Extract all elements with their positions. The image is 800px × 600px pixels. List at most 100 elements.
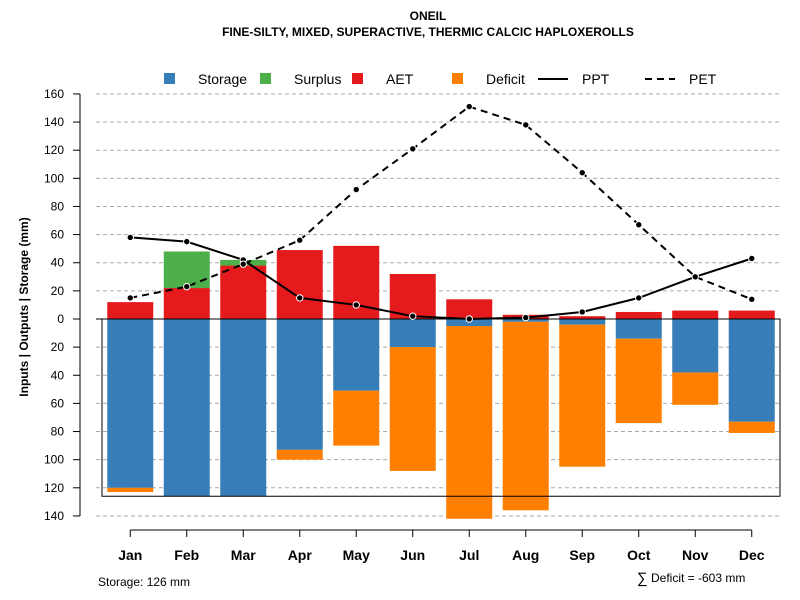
y-tick-label: 120 [44,481,64,495]
legend-swatch-aet [352,73,363,84]
storage-note: Storage: 126 mm [98,575,190,589]
deficit-bar [615,338,662,424]
legend-label-surplus: Surplus [294,71,341,87]
pet-point [183,282,191,291]
pet-line [130,105,753,301]
grid-lines [96,93,780,517]
legend-swatch-deficit [452,73,463,84]
x-tick-label: Feb [174,547,199,563]
storage-bar [220,319,267,497]
aet-bar [615,311,662,319]
storage-capacity-frame [96,318,781,497]
aet-bar [389,273,436,319]
x-tick-label: Dec [739,547,765,563]
y-tick-label: 100 [44,171,64,185]
pet-point [352,185,360,194]
pet-point [239,260,247,268]
y-tick-label: 140 [44,115,64,129]
ppt-point [183,237,191,246]
aet-bar [446,299,493,319]
y-tick-label: 20 [51,284,65,298]
aet-bar [728,310,775,319]
deficit-note: Deficit = -603 mm [651,571,745,585]
deficit-bar [276,449,323,460]
y-tick-label: 60 [51,228,65,242]
surplus-bar [163,251,210,289]
storage-bar [163,319,210,497]
ppt-point [296,294,304,302]
storage-bar [276,319,323,450]
aet-bar [107,302,154,319]
aet-bar [163,288,210,319]
deficit-bar [728,421,775,433]
aet-bar [672,310,719,319]
x-tick-label: Nov [682,547,709,563]
pet-point [465,102,473,111]
storage-bar [559,319,606,325]
chart-subtitle: FINE-SILTY, MIXED, SUPERACTIVE, THERMIC … [222,25,634,39]
pet-point [691,273,699,281]
y-axis: 160 140 120 100 80 60 40 20 0 20 40 60 80 100 120 140 [44,87,81,523]
x-tick-label: Aug [512,547,539,563]
x-tick-label: Mar [231,547,256,563]
aet-bar [559,316,606,319]
deficit-bar [559,324,606,467]
pet-point [296,236,304,244]
y-tick-label: 80 [51,425,65,439]
ppt-point [465,315,473,323]
deficit-bar [107,487,154,493]
y-tick-label: 60 [51,396,65,410]
legend-label-deficit: Deficit [486,71,525,87]
x-tick-label: May [343,547,370,563]
y-tick-label: 80 [51,199,65,213]
chart-title: ONEIL [410,9,447,23]
x-tick-label: Jun [400,547,425,563]
storage-bar [389,319,436,348]
legend-label-pet: PET [689,71,717,87]
aet-bar [276,250,323,319]
deficit-bar [389,347,436,471]
legend-swatch-surplus [260,73,271,84]
deficit-bar [672,372,719,405]
y-tick-label: 40 [51,256,65,270]
line-series [126,102,756,323]
y-axis-title: Inputs | Outputs | Storage (mm) [17,217,31,396]
storage-bar [672,319,719,373]
pet-point [126,294,134,302]
storage-bar [728,319,775,422]
y-tick-label: 120 [44,143,64,157]
y-tick-label: 100 [44,453,64,467]
pet-point [748,295,756,304]
deficit-bar [502,321,549,511]
y-tick-label: 20 [51,340,65,354]
x-axis: Jan Feb Mar Apr May Jun Jul Aug Sep Oct Nov Dec [118,529,765,563]
deficit-bar [333,390,380,446]
y-tick-label: 160 [44,87,64,101]
sum-icon: ∑ [637,570,648,587]
pet-point [409,145,417,153]
ppt-point [748,254,756,263]
legend-label-aet: AET [386,71,414,87]
ppt-point [522,313,530,322]
x-tick-label: Oct [627,547,651,563]
ppt-point [635,294,643,302]
y-tick-label: 0 [57,312,64,326]
deficit-bar [446,326,493,519]
x-tick-label: Jan [118,547,142,563]
aet-bar [220,265,267,319]
x-tick-label: Sep [569,547,595,563]
ppt-point [578,308,586,316]
storage-bar [615,319,662,339]
chart-legend: Storage Surplus AET Deficit PPT PET [164,71,717,87]
x-tick-label: Jul [459,547,479,563]
ppt-point [409,312,417,320]
ppt-point [352,301,360,309]
storage-bar [333,319,380,391]
ppt-line [130,236,753,321]
pet-point [522,121,530,129]
pet-point [635,221,643,229]
y-tick-label: 140 [44,509,64,523]
legend-label-storage: Storage [198,71,247,87]
ppt-point [126,233,134,242]
